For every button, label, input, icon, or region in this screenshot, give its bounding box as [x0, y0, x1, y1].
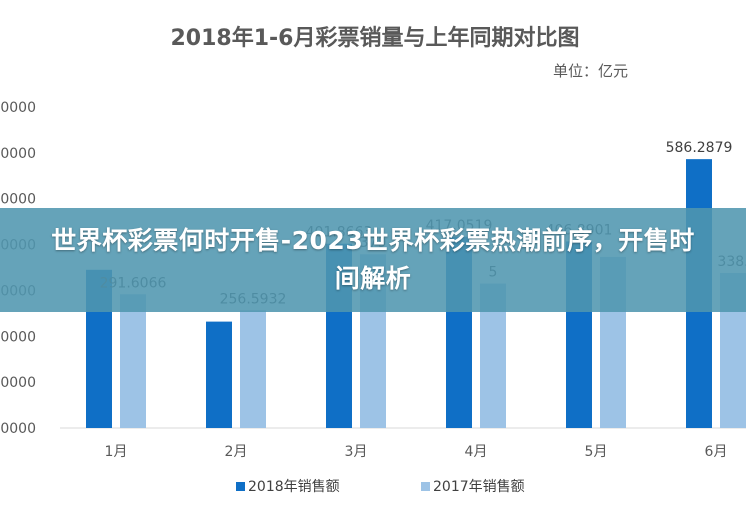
x-tick-label: 4月: [465, 444, 488, 460]
bar-2017-1: [120, 294, 146, 428]
y-tick-label: 0000: [0, 146, 36, 162]
legend-label: 2017年销售额: [433, 479, 525, 495]
y-tick-label: 0000: [0, 100, 36, 116]
legend-label: 2018年销售额: [248, 479, 340, 495]
legend: 2018年销售额 2017年销售额: [236, 479, 525, 495]
chart-title: 2018年1-6月彩票销量与上年同期对比图: [171, 25, 580, 51]
y-tick-label: 0000: [0, 329, 36, 345]
unit-label: 单位：亿元: [553, 62, 628, 80]
legend-swatch: [421, 482, 430, 491]
headline-banner: 世界杯彩票何时开售-2023世界杯彩票热潮前序，开售时间解析: [0, 208, 746, 312]
bar-data-label: 586.2879: [666, 140, 733, 156]
y-tick-label: 0000: [0, 375, 36, 391]
y-tick-label: 0000: [0, 421, 36, 437]
x-tick-label: 3月: [345, 444, 368, 460]
bar-2017-2: [240, 310, 266, 428]
x-tick-label: 5月: [585, 444, 608, 460]
x-axis-ticks: 1月 2月 3月 4月 5月 6月: [105, 444, 728, 460]
x-tick-label: 1月: [105, 444, 128, 460]
bar-2018-2: [206, 321, 232, 428]
y-tick-label: 0000: [0, 192, 36, 208]
x-tick-label: 2月: [225, 444, 248, 460]
x-tick-label: 6月: [705, 444, 728, 460]
headline-text: 世界杯彩票何时开售-2023世界杯彩票热潮前序，开售时间解析: [51, 226, 695, 293]
legend-swatch: [236, 482, 245, 491]
